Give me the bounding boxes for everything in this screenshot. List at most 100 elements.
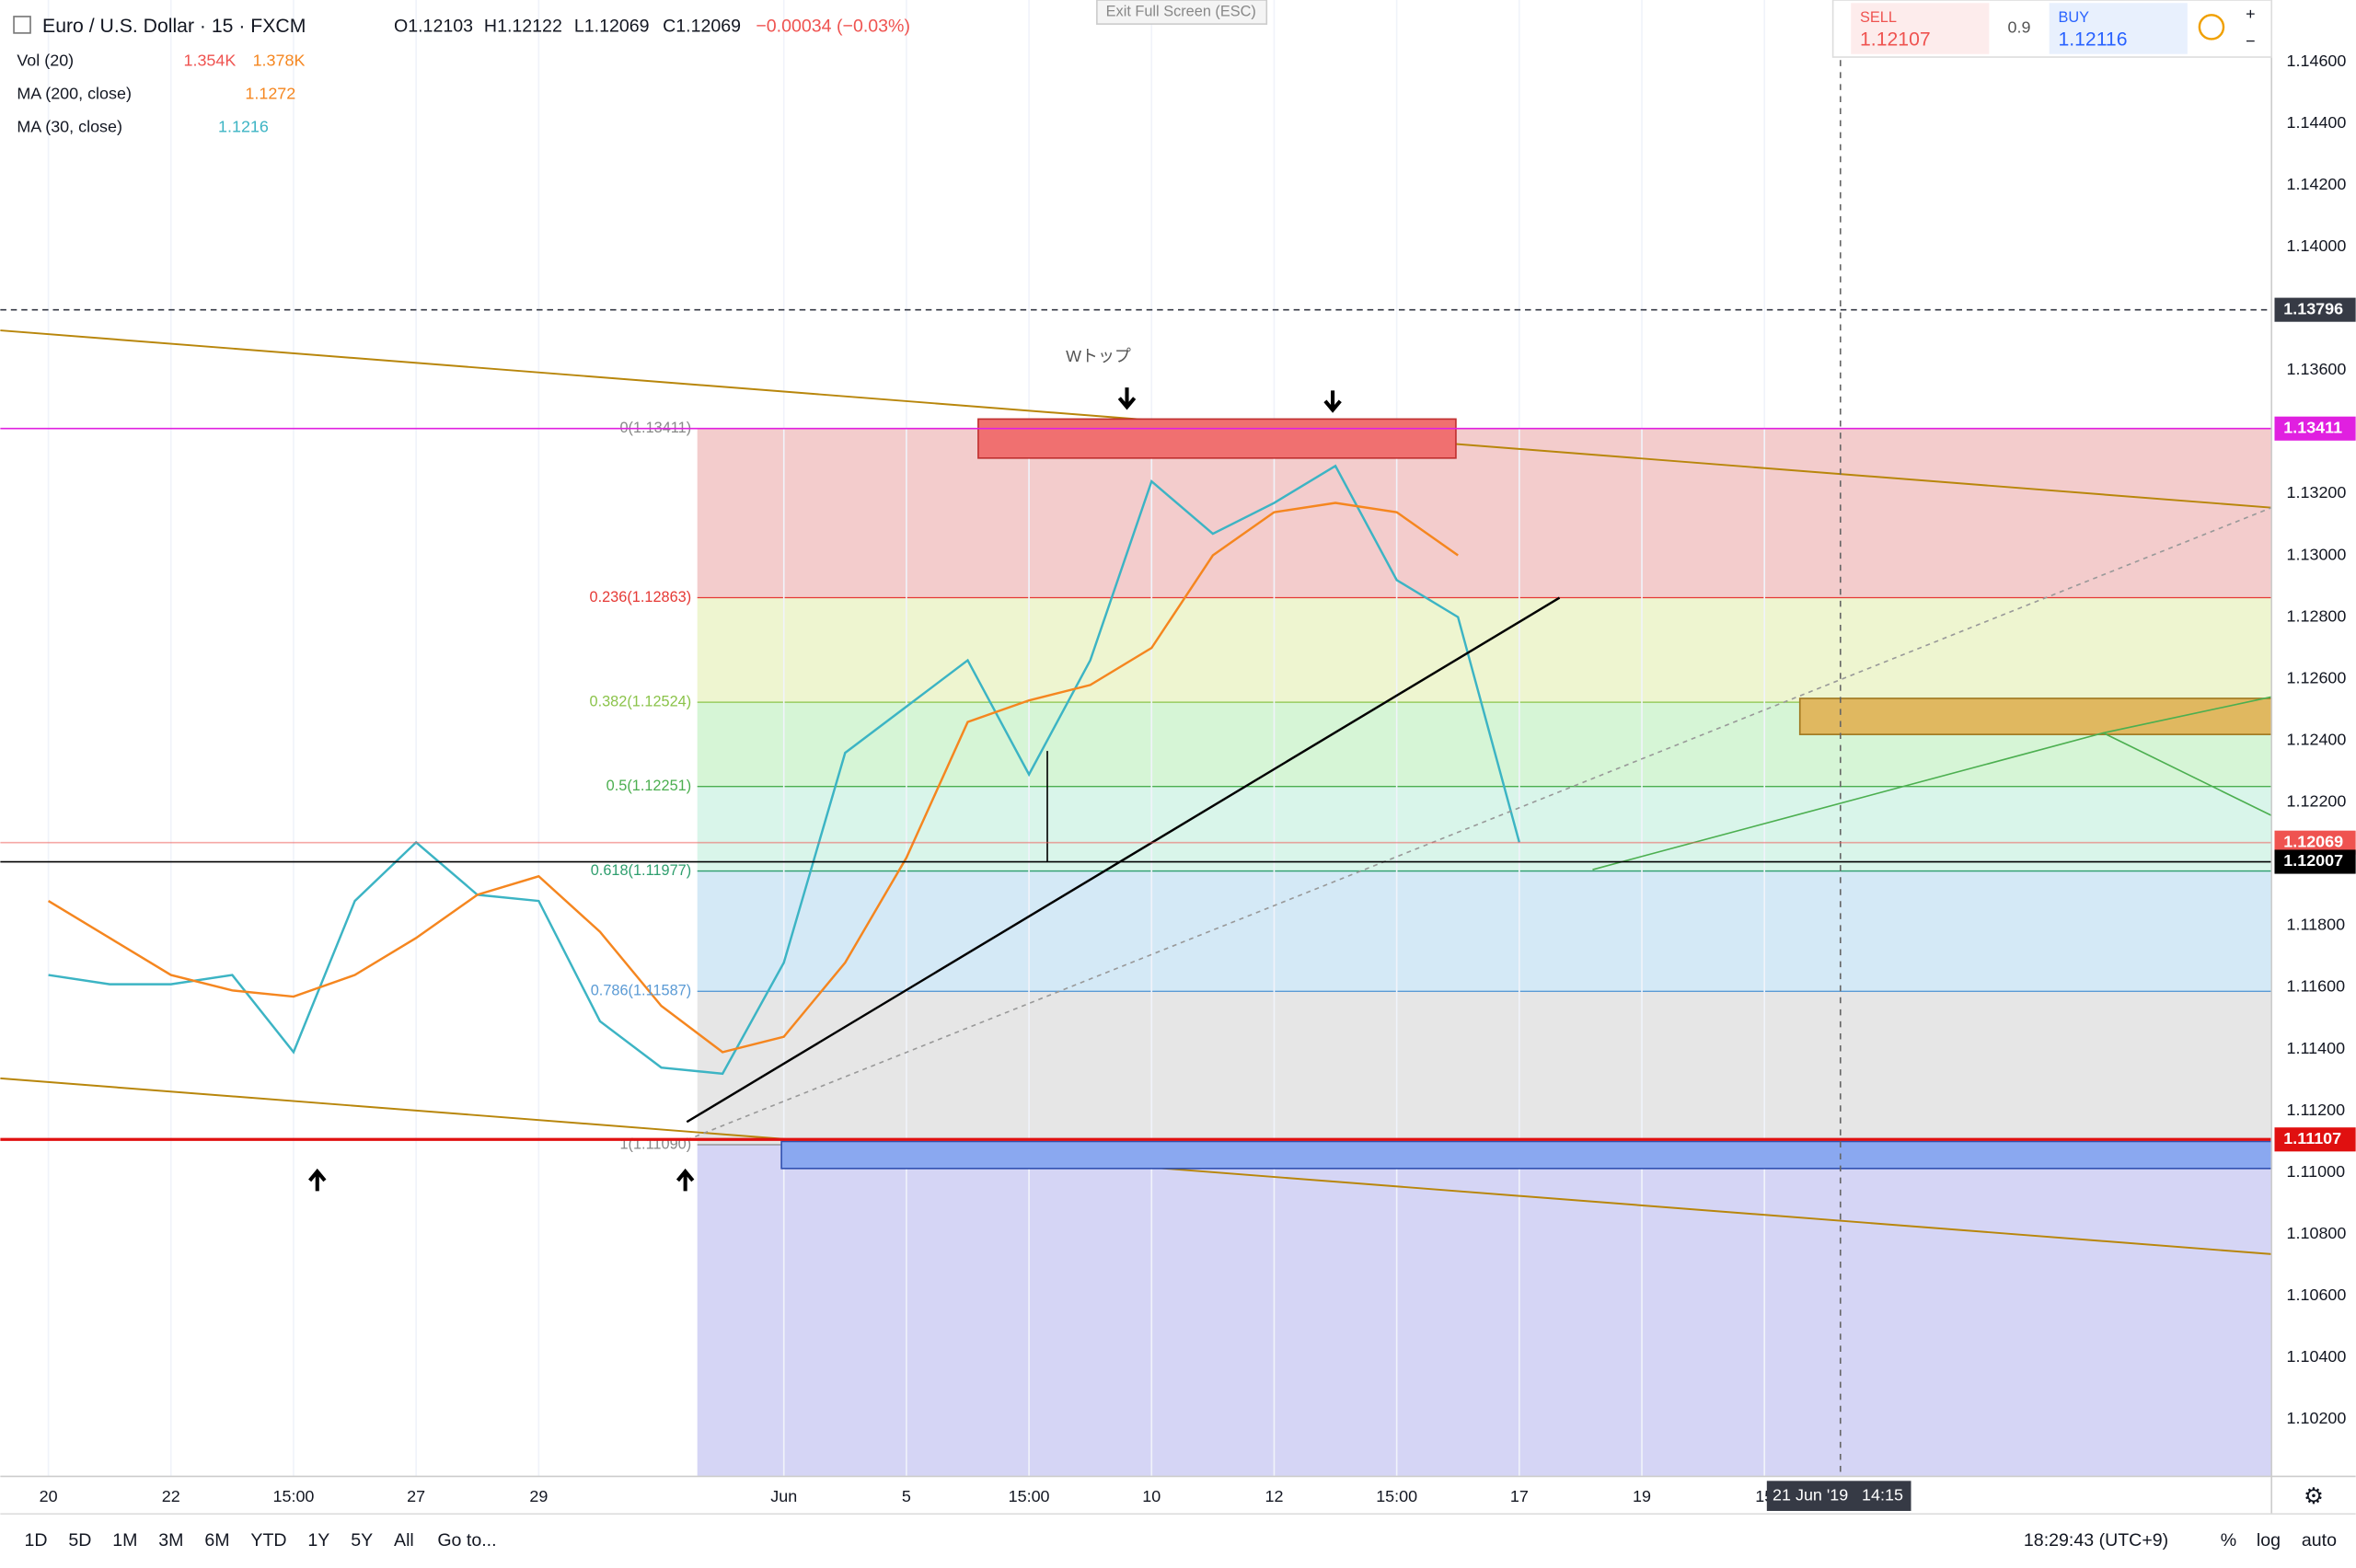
y-tick-label: 1.13000 [2287,545,2347,563]
ohlc-low: L1.12069 [574,17,650,37]
y-tick-label: 1.12200 [2287,792,2347,811]
y-tick-label: 1.10800 [2287,1224,2347,1242]
arrow-down [1323,390,1342,413]
price-tag-label: 1.11107 [2283,1129,2341,1147]
sell-price: 1.12107 [1860,29,1931,51]
x-tick-label: 15:00 [1376,1487,1417,1505]
y-tick-label: 1.12600 [2287,668,2347,686]
auto-button[interactable]: auto [2302,1530,2337,1551]
y-tick-label: 1.14000 [2287,236,2347,255]
range-button[interactable]: 3M [158,1530,183,1551]
y-tick-label: 1.14200 [2287,175,2347,193]
arrow-down [1117,387,1137,410]
indicator-ma200[interactable]: MA (200, close) [17,85,132,103]
ohlc-close: C1.12069 [663,17,741,37]
y-tick-label: 1.11600 [2287,977,2346,996]
series-line [47,502,1459,1054]
goto-button[interactable]: Go to... [437,1530,496,1551]
info-icon[interactable] [2198,14,2225,40]
percent-button[interactable]: % [2221,1530,2236,1551]
price-tag-label: 1.12069 [2283,832,2343,850]
series-line [48,464,1521,1076]
x-tick-label: 27 [407,1487,425,1505]
x-tick-label: 12 [1265,1487,1283,1505]
fib-zone [697,786,2272,871]
symbol[interactable]: Euro / U.S. Dollar · 15 · FXCM [42,16,306,37]
price-tag [2274,297,2356,322]
indicator-ma30[interactable]: MA (30, close) [17,117,122,135]
minus-button[interactable]: − [2246,31,2255,50]
fib-zones [697,428,2272,1477]
sell-button[interactable] [1851,3,1990,54]
fib-zone [697,1144,2272,1477]
toolbar: 1D 5D 1M 3M 6M YTD 1Y 5Y All [24,1530,413,1551]
vol-ma: 1.378K [253,52,306,70]
fib-label: 0.236(1.12863) [590,589,692,605]
y-tick-label: 1.11000 [2287,1162,2346,1181]
buy-label: BUY [2058,9,2089,26]
range-button[interactable]: 1M [112,1530,137,1551]
ma200-value: 1.1272 [245,85,295,103]
y-tick-label: 1.10200 [2287,1409,2347,1427]
y-tick-label: 1.11200 [2287,1101,2346,1119]
price-tag-label: 1.12007 [2283,851,2343,870]
plot [47,464,1521,1076]
ohlc-high: H1.12122 [484,17,562,37]
indicator-vol[interactable]: Vol (20) [17,52,74,70]
y-tick-label: 1.10600 [2287,1286,2347,1304]
resistance-box [977,418,1457,459]
log-button[interactable]: log [2257,1530,2281,1551]
grid [47,0,1766,1477]
price-tag-label: 1.13796 [2283,299,2343,317]
y-tick-label: 1.10400 [2287,1347,2347,1366]
annotation: Wトップ [1066,347,1131,365]
settings-icon[interactable]: ⚙ [2304,1484,2324,1509]
target-box [1798,698,2273,735]
fib-label: 0.786(1.11587) [591,983,691,999]
buy-button[interactable] [2049,3,2188,54]
y-tick-label: 1.11400 [2287,1039,2346,1057]
price-tag [2274,1127,2356,1152]
range-button[interactable]: 5D [68,1530,91,1551]
y-tick-label: 1.14400 [2287,113,2347,132]
y-tick-label: 1.11800 [2287,916,2346,934]
y-tick-label: 1.14600 [2287,52,2347,70]
exit-fullscreen-label: Exit Full Screen (ESC) [1106,3,1256,19]
axes: 1.10200 1.10400 1.10600 1.10800 1.11000 1.112… [40,52,2356,1505]
range-button[interactable]: All [394,1530,414,1551]
crosshair-label [1766,1481,1911,1511]
fib-zone [697,597,2272,703]
x-tick-label: 15:00 [1009,1487,1050,1505]
range-button[interactable]: 1Y [307,1530,329,1551]
support-box [780,1140,2273,1170]
crosshair-time: 14:15 [1862,1485,1903,1504]
fib-zone [697,428,2272,598]
price-tag [2274,416,2356,441]
range-button[interactable]: YTD [250,1530,286,1551]
projection [2103,696,2272,734]
collapse-button[interactable] [13,16,31,34]
exit-fullscreen[interactable] [1096,0,1268,25]
y-tick-label: 1.12800 [2287,606,2347,625]
y-tick-label: 1.13200 [2287,483,2347,502]
plus-button[interactable]: + [2246,5,2255,23]
range-button[interactable]: 5Y [351,1530,373,1551]
arrow-up [308,1168,327,1192]
y-tick-label: 1.13600 [2287,360,2347,378]
x-tick-label: 29 [529,1487,548,1505]
spread: 0.9 [2008,18,2031,37]
fib-label: 0.5(1.12251) [606,778,692,794]
x-tick-label: 5 [902,1487,911,1505]
price-tag-label: 1.13411 [2283,418,2342,436]
x-tick-label: Jun [770,1487,797,1505]
arrow-up [676,1168,695,1192]
fib-zone [697,991,2272,1145]
overlay: 0(1.13411)0.236(1.12863)0.382(1.12524)0.… [0,308,2272,1152]
range-button[interactable]: 6M [204,1530,229,1551]
sell-label: SELL [1860,9,1897,26]
crosshair-date: 21 Jun '19 [1773,1485,1848,1504]
trendline [686,596,1561,1124]
range-button[interactable]: 1D [24,1530,47,1551]
fib-label: 0.618(1.11977) [591,862,691,879]
